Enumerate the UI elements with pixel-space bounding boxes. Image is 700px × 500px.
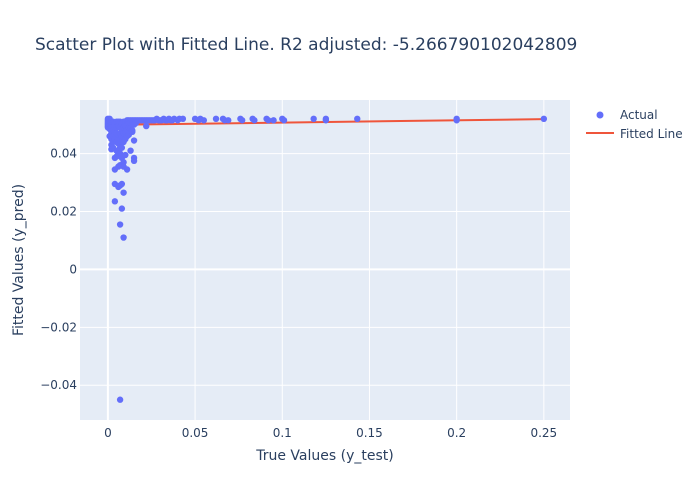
data-point[interactable] (130, 137, 138, 144)
x-tick-label: 0 (104, 426, 112, 440)
data-point[interactable] (238, 117, 246, 124)
y-tick-label: 0 (69, 262, 77, 276)
data-point[interactable] (212, 115, 220, 123)
y-tick-label: 0.02 (50, 204, 77, 218)
data-point[interactable] (116, 221, 124, 228)
data-point[interactable] (354, 115, 361, 123)
data-point[interactable] (120, 189, 127, 196)
data-point[interactable] (265, 117, 272, 124)
data-point[interactable] (540, 115, 548, 123)
data-point[interactable] (270, 117, 277, 124)
data-point[interactable] (251, 117, 258, 124)
y-axis-ticks: −0.04 −0.02 0 0.02 0.04 (40, 147, 77, 393)
legend-item-fitted-line[interactable]: Fitted Line (586, 127, 683, 141)
gridlines (80, 100, 570, 420)
data-point[interactable] (123, 166, 131, 173)
legend-label-fitted-line: Fitted Line (620, 127, 683, 141)
y-tick-label: 0.04 (50, 147, 77, 161)
plot-area (80, 100, 570, 420)
data-point[interactable] (122, 151, 129, 159)
data-point[interactable] (129, 128, 136, 136)
legend-item-actual[interactable]: Actual (596, 108, 658, 122)
data-point[interactable] (200, 117, 208, 124)
actual-points-layer (104, 115, 548, 403)
x-tick-label: 0.25 (530, 426, 557, 440)
data-point[interactable] (179, 115, 187, 123)
y-tick-label: −0.04 (40, 378, 77, 392)
data-point[interactable] (116, 396, 124, 403)
data-point[interactable] (225, 117, 232, 124)
data-point[interactable] (130, 157, 138, 165)
data-point[interactable] (280, 117, 288, 124)
data-point[interactable] (143, 122, 150, 130)
data-point[interactable] (310, 115, 317, 123)
x-tick-label: 0.2 (447, 426, 466, 440)
legend-marker-actual (596, 111, 604, 119)
data-point[interactable] (120, 234, 127, 241)
data-point[interactable] (322, 117, 330, 124)
y-axis-title: Fitted Values (y_pred) (11, 184, 27, 336)
data-point[interactable] (111, 198, 119, 205)
data-point[interactable] (118, 180, 126, 188)
x-tick-label: 0.05 (182, 426, 209, 440)
legend[interactable]: Actual Fitted Line (586, 108, 683, 141)
data-point[interactable] (118, 144, 126, 151)
y-tick-label: −0.02 (40, 320, 77, 334)
chart-title: Scatter Plot with Fitted Line. R2 adjust… (35, 35, 577, 55)
data-point[interactable] (127, 147, 134, 154)
x-axis-ticks: 0 0.05 0.1 0.15 0.2 0.25 (104, 426, 557, 440)
x-axis-title: True Values (y_test) (255, 448, 393, 464)
legend-label-actual: Actual (620, 108, 658, 122)
x-tick-label: 0.1 (273, 426, 292, 440)
data-point[interactable] (118, 205, 126, 212)
data-point[interactable] (453, 117, 460, 124)
x-tick-label: 0.15 (356, 426, 383, 440)
